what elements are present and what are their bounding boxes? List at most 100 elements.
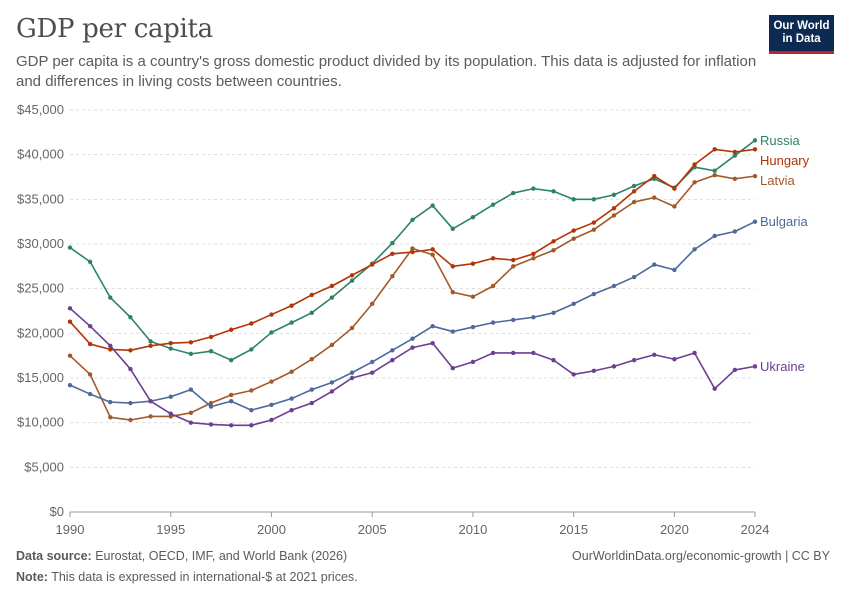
series-labels: Russia Hungary Latvia Bulgaria Ukraine bbox=[760, 133, 810, 374]
data-point-russia bbox=[188, 351, 194, 357]
data-point-bulgaria bbox=[349, 370, 355, 375]
data-point-latvia bbox=[430, 252, 435, 257]
data-point-ukraine bbox=[410, 345, 415, 350]
data-point-latvia bbox=[269, 379, 274, 384]
data-point-russia bbox=[531, 186, 536, 191]
data-point-russia bbox=[390, 240, 395, 246]
data-point-hungary bbox=[652, 173, 657, 179]
data-point-hungary bbox=[611, 206, 617, 211]
data-point-bulgaria bbox=[551, 310, 556, 315]
data-point-russia bbox=[470, 215, 476, 220]
logo-line-2: in Data bbox=[782, 33, 821, 45]
series-label-latvia: Latvia bbox=[760, 173, 795, 188]
data-point-ukraine bbox=[511, 350, 516, 356]
data-point-latvia bbox=[591, 227, 597, 232]
x-tick-label: 2024 bbox=[741, 522, 770, 537]
x-tick-label: 1990 bbox=[56, 522, 85, 537]
data-point-ukraine bbox=[611, 364, 617, 369]
y-axis: $0 $5,000 $10,000 $15,000 $20,000 $25,000 $30,… bbox=[17, 102, 64, 519]
data-point-russia bbox=[289, 320, 294, 325]
series-lines bbox=[67, 138, 758, 428]
data-point-ukraine bbox=[531, 350, 536, 356]
data-point-latvia bbox=[490, 283, 496, 289]
data-point-russia bbox=[349, 278, 355, 283]
data-point-hungary bbox=[511, 257, 516, 263]
y-tick-label: $10,000 bbox=[17, 415, 64, 430]
data-point-ukraine bbox=[390, 357, 395, 363]
data-point-hungary bbox=[148, 343, 153, 349]
citation-link[interactable]: OurWorldinData.org/economic-growth | CC … bbox=[572, 549, 830, 563]
data-point-bulgaria bbox=[289, 396, 294, 401]
data-point-bulgaria bbox=[450, 329, 455, 334]
data-point-latvia bbox=[531, 256, 536, 261]
data-point-bulgaria bbox=[168, 394, 173, 399]
data-point-hungary bbox=[329, 283, 335, 289]
data-point-latvia bbox=[410, 246, 415, 251]
x-tick-label: 2020 bbox=[660, 522, 689, 537]
data-point-hungary bbox=[631, 189, 637, 194]
data-point-bulgaria bbox=[652, 262, 657, 267]
data-point-bulgaria bbox=[430, 323, 435, 329]
data-point-ukraine bbox=[591, 368, 597, 374]
data-point-ukraine bbox=[168, 411, 173, 416]
data-point-hungary bbox=[208, 334, 214, 340]
source-text[interactable]: Eurostat, OECD, IMF, and World Bank (202… bbox=[95, 549, 348, 563]
logo-accent-bar bbox=[769, 51, 834, 54]
data-point-russia bbox=[249, 347, 254, 352]
data-point-bulgaria bbox=[672, 267, 677, 273]
x-tick-label: 2000 bbox=[257, 522, 286, 537]
data-point-russia bbox=[571, 197, 576, 202]
series-label-hungary: Hungary bbox=[760, 153, 810, 168]
data-point-latvia bbox=[289, 369, 294, 374]
x-tick-label: 1995 bbox=[156, 522, 185, 537]
series-line-ukraine bbox=[69, 307, 756, 427]
data-point-bulgaria bbox=[732, 229, 738, 234]
data-point-latvia bbox=[188, 410, 194, 416]
data-point-russia bbox=[591, 197, 597, 202]
data-point-ukraine bbox=[188, 420, 194, 425]
data-point-russia bbox=[511, 190, 516, 196]
data-point-hungary bbox=[87, 341, 93, 347]
data-point-bulgaria bbox=[87, 391, 93, 397]
data-point-latvia bbox=[108, 415, 113, 420]
data-point-latvia bbox=[67, 353, 73, 358]
y-tick-label: $45,000 bbox=[17, 102, 64, 117]
data-point-hungary bbox=[692, 162, 697, 167]
owid-logo[interactable]: Our World in Data bbox=[769, 15, 834, 52]
data-point-hungary bbox=[490, 256, 496, 261]
data-point-bulgaria bbox=[228, 399, 234, 404]
data-point-russia bbox=[752, 138, 758, 143]
data-point-ukraine bbox=[148, 399, 153, 404]
data-point-hungary bbox=[531, 251, 536, 257]
data-point-ukraine bbox=[108, 343, 113, 349]
data-point-hungary bbox=[752, 147, 758, 152]
data-point-latvia bbox=[228, 392, 234, 398]
data-point-ukraine bbox=[430, 340, 435, 346]
data-point-ukraine bbox=[652, 352, 657, 357]
y-tick-label: $0 bbox=[50, 504, 64, 519]
data-point-hungary bbox=[269, 312, 274, 317]
data-point-russia bbox=[228, 357, 234, 363]
data-point-ukraine bbox=[87, 323, 93, 329]
data-point-bulgaria bbox=[692, 247, 697, 252]
data-point-bulgaria bbox=[752, 219, 758, 224]
data-point-bulgaria bbox=[128, 400, 133, 406]
data-point-russia bbox=[309, 310, 314, 315]
source-label: Data source: bbox=[16, 549, 92, 563]
data-point-bulgaria bbox=[269, 402, 274, 407]
data-point-hungary bbox=[470, 261, 476, 266]
data-point-ukraine bbox=[208, 422, 214, 427]
data-point-hungary bbox=[430, 247, 435, 252]
data-point-ukraine bbox=[551, 357, 556, 363]
chart-subtitle: GDP per capita is a country's gross dome… bbox=[16, 53, 757, 90]
series-line-latvia bbox=[69, 174, 756, 421]
data-point-hungary bbox=[712, 147, 717, 152]
data-point-ukraine bbox=[672, 357, 677, 362]
data-point-ukraine bbox=[490, 350, 496, 356]
data-point-bulgaria bbox=[249, 407, 254, 413]
y-tick-label: $30,000 bbox=[17, 236, 64, 251]
data-point-hungary bbox=[732, 149, 738, 155]
data-point-latvia bbox=[511, 264, 516, 269]
data-point-hungary bbox=[450, 264, 455, 269]
data-point-hungary bbox=[309, 292, 314, 298]
